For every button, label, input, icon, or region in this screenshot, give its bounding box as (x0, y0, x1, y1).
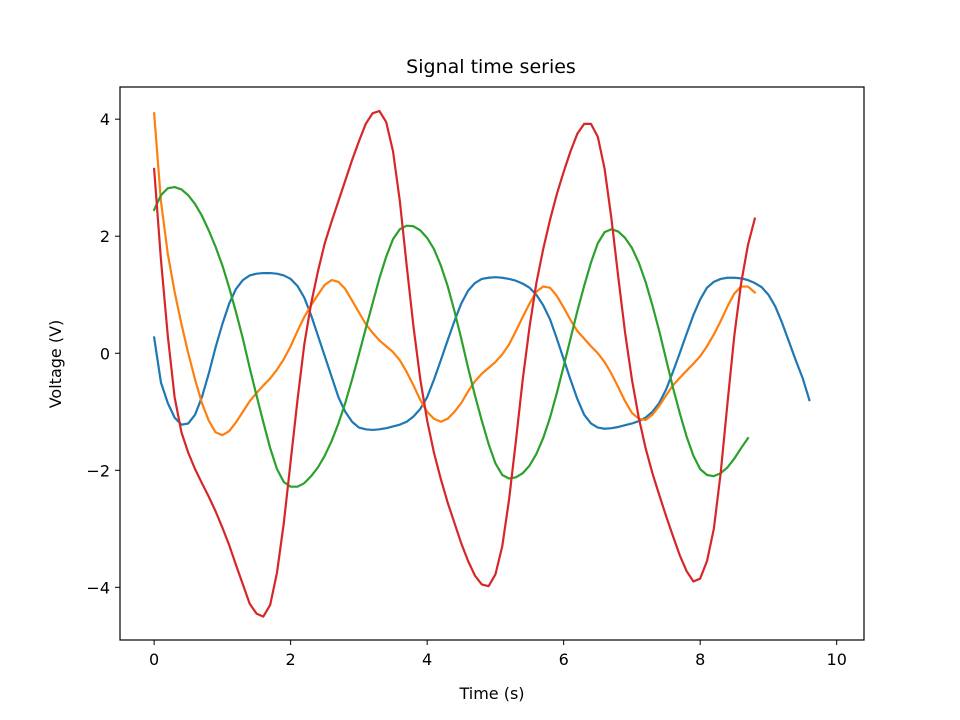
y-tick-label: −4 (86, 578, 110, 597)
series-line-3 (152, 185, 750, 488)
series-line-1 (152, 271, 811, 432)
y-tick-label: 2 (100, 227, 110, 246)
x-tick-label: 10 (827, 650, 847, 669)
x-tick-label: 2 (286, 650, 296, 669)
plot-area (119, 86, 865, 641)
y-axis-label: Voltage (V) (46, 320, 65, 409)
y-tick-label: 0 (100, 344, 110, 363)
x-tick-label: 6 (559, 650, 569, 669)
series-layer (152, 109, 811, 618)
y-tick-label: −2 (86, 461, 110, 480)
series-line-4 (152, 109, 757, 618)
x-tick-label: 0 (149, 650, 159, 669)
x-tick-label: 4 (422, 650, 432, 669)
axes-frame (119, 86, 865, 641)
y-axis-ticks: −4 −2 0 2 4 (86, 110, 120, 597)
x-axis-label: Time (s) (458, 684, 524, 703)
chart-title: Signal time series (406, 56, 576, 78)
x-tick-label: 8 (695, 650, 705, 669)
x-axis-ticks: 0 2 4 6 8 10 (149, 640, 847, 669)
series-line-2 (152, 112, 757, 437)
y-tick-label: 4 (100, 110, 110, 129)
